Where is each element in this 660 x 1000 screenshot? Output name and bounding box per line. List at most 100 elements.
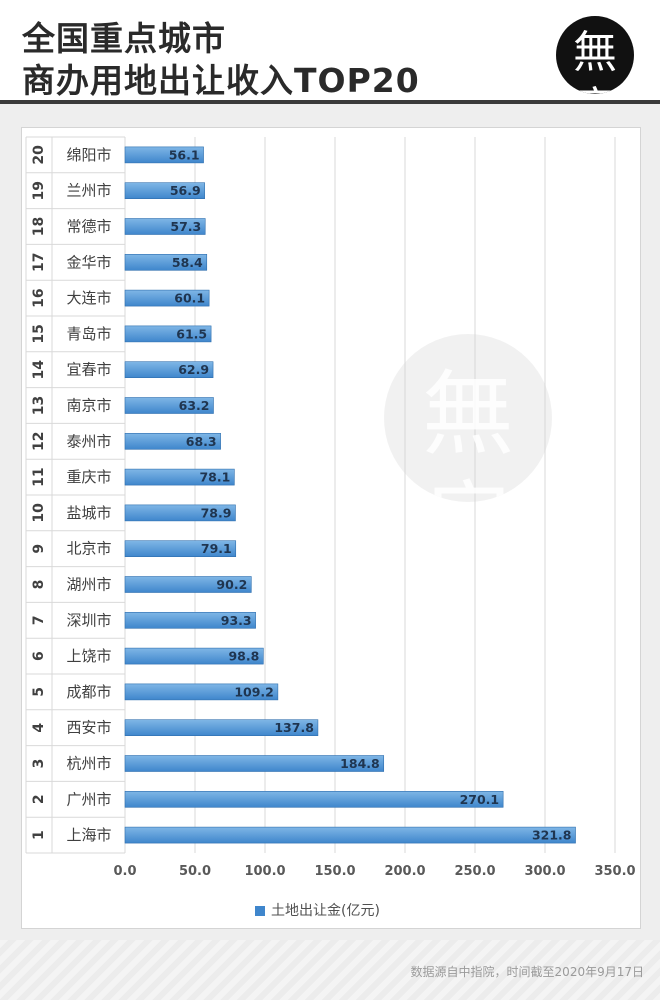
category-label: 金华市 (66, 253, 111, 271)
category-label: 泰州市 (66, 432, 111, 450)
bar (124, 540, 237, 558)
data-label: 56.1 (169, 147, 200, 162)
data-label: 57.3 (170, 219, 201, 234)
category-label: 成都市 (66, 683, 111, 701)
category-label: 北京市 (66, 540, 111, 558)
page-title-line-1: 全国重点城市 (22, 19, 226, 58)
bar (124, 611, 256, 629)
logo-glyph: 無房 (573, 27, 617, 94)
bar (124, 146, 204, 164)
data-label: 62.9 (178, 362, 209, 377)
rank-label: 16 (31, 288, 47, 307)
x-tick-label: 300.0 (524, 864, 565, 879)
x-tick-label: 350.0 (594, 864, 635, 879)
rank-label: 12 (31, 432, 47, 451)
rank-label: 9 (31, 544, 47, 554)
rank-label: 17 (31, 253, 47, 272)
x-tick-label: 0.0 (113, 864, 136, 879)
rank-label: 2 (31, 794, 47, 804)
category-label: 广州市 (66, 790, 111, 808)
data-label: 321.8 (532, 828, 572, 843)
x-tick-label: 100.0 (244, 864, 285, 879)
bar (124, 289, 210, 307)
bar (124, 683, 279, 701)
bar (124, 218, 206, 235)
data-label: 137.8 (274, 720, 314, 735)
data-label: 93.3 (221, 613, 252, 628)
data-label: 79.1 (201, 541, 232, 556)
category-label: 南京市 (66, 397, 111, 415)
category-label: 青岛市 (66, 325, 111, 343)
bar (124, 432, 221, 450)
bar (124, 826, 576, 844)
data-label: 78.1 (199, 470, 230, 485)
category-label: 深圳市 (66, 611, 111, 629)
rank-label: 19 (31, 181, 47, 200)
footer: 数据源自中指院，时间截至2020年9月17日 (0, 940, 660, 1000)
category-label: 湖州市 (66, 576, 111, 594)
rank-label: 14 (31, 360, 47, 380)
data-label: 63.2 (179, 398, 210, 413)
category-label: 兰州市 (66, 182, 111, 200)
data-label: 60.1 (174, 291, 205, 306)
bar (124, 397, 214, 414)
x-tick-label: 250.0 (454, 864, 495, 879)
category-label: 大连市 (66, 289, 111, 307)
x-tick-label: 200.0 (384, 864, 425, 879)
bar (124, 361, 214, 378)
rank-label: 4 (31, 723, 47, 733)
data-label: 98.8 (228, 649, 259, 664)
legend-swatch (255, 906, 265, 916)
page-title-line-2: 商办用地出让收入TOP20 (22, 61, 420, 100)
data-label: 56.9 (170, 183, 201, 198)
bar (124, 647, 264, 665)
rank-label: 8 (31, 580, 47, 590)
watermark-logo: 無房 (384, 334, 552, 502)
category-label: 上饶市 (66, 647, 111, 665)
data-label: 270.1 (460, 792, 500, 807)
bar (124, 755, 385, 772)
bar (124, 719, 319, 737)
rank-label: 15 (31, 324, 47, 343)
data-source-note: 数据源自中指院，时间截至2020年9月17日 (410, 965, 644, 979)
bar (124, 468, 235, 486)
category-label: 杭州市 (66, 755, 111, 773)
rank-label: 13 (31, 396, 47, 415)
x-tick-label: 150.0 (314, 864, 355, 879)
rank-label: 18 (31, 217, 47, 236)
rank-label: 11 (31, 467, 47, 486)
data-label: 68.3 (186, 434, 217, 449)
rank-label: 20 (31, 145, 47, 165)
rank-label: 10 (31, 503, 47, 523)
rank-label: 6 (31, 651, 47, 661)
bar (124, 576, 252, 593)
bar (124, 254, 208, 271)
bar (124, 790, 504, 808)
rank-label: 7 (31, 615, 47, 625)
data-label: 184.8 (340, 756, 380, 771)
header-divider (0, 100, 660, 104)
category-label: 上海市 (66, 826, 111, 844)
bar (124, 504, 236, 522)
bar-chart: 1 上海市 2 广州市 3 杭州市 4 西安市 5 成都市 6 上饶市 7 深圳市 8 湖州市 9 北京市 10 盐城… (25, 136, 636, 919)
brand-logo: 無房 (556, 16, 634, 94)
bar (124, 325, 212, 343)
chart-card: 1 上海市 2 广州市 3 杭州市 4 西安市 5 成都市 6 上饶市 7 深圳市 8 湖州市 9 北京市 10 盐城… (21, 127, 641, 929)
category-label: 常德市 (66, 218, 111, 236)
data-label: 78.9 (201, 505, 232, 520)
category-label: 宜春市 (66, 361, 111, 379)
rank-label: 3 (31, 759, 47, 769)
data-label: 58.4 (172, 255, 203, 270)
legend-label: 土地出让金(亿元) (271, 903, 380, 919)
rank-label: 1 (31, 830, 47, 840)
data-label: 61.5 (176, 326, 207, 341)
data-label: 90.2 (216, 577, 247, 592)
watermark-glyph: 無房 (421, 361, 514, 502)
category-label: 盐城市 (66, 504, 111, 522)
rank-label: 5 (31, 687, 47, 697)
x-tick-label: 50.0 (179, 864, 211, 879)
header: 全国重点城市 商办用地出让收入TOP20 無房 (0, 0, 660, 100)
bar (124, 182, 205, 200)
category-label: 绵阳市 (66, 146, 111, 164)
category-label: 西安市 (66, 719, 111, 737)
